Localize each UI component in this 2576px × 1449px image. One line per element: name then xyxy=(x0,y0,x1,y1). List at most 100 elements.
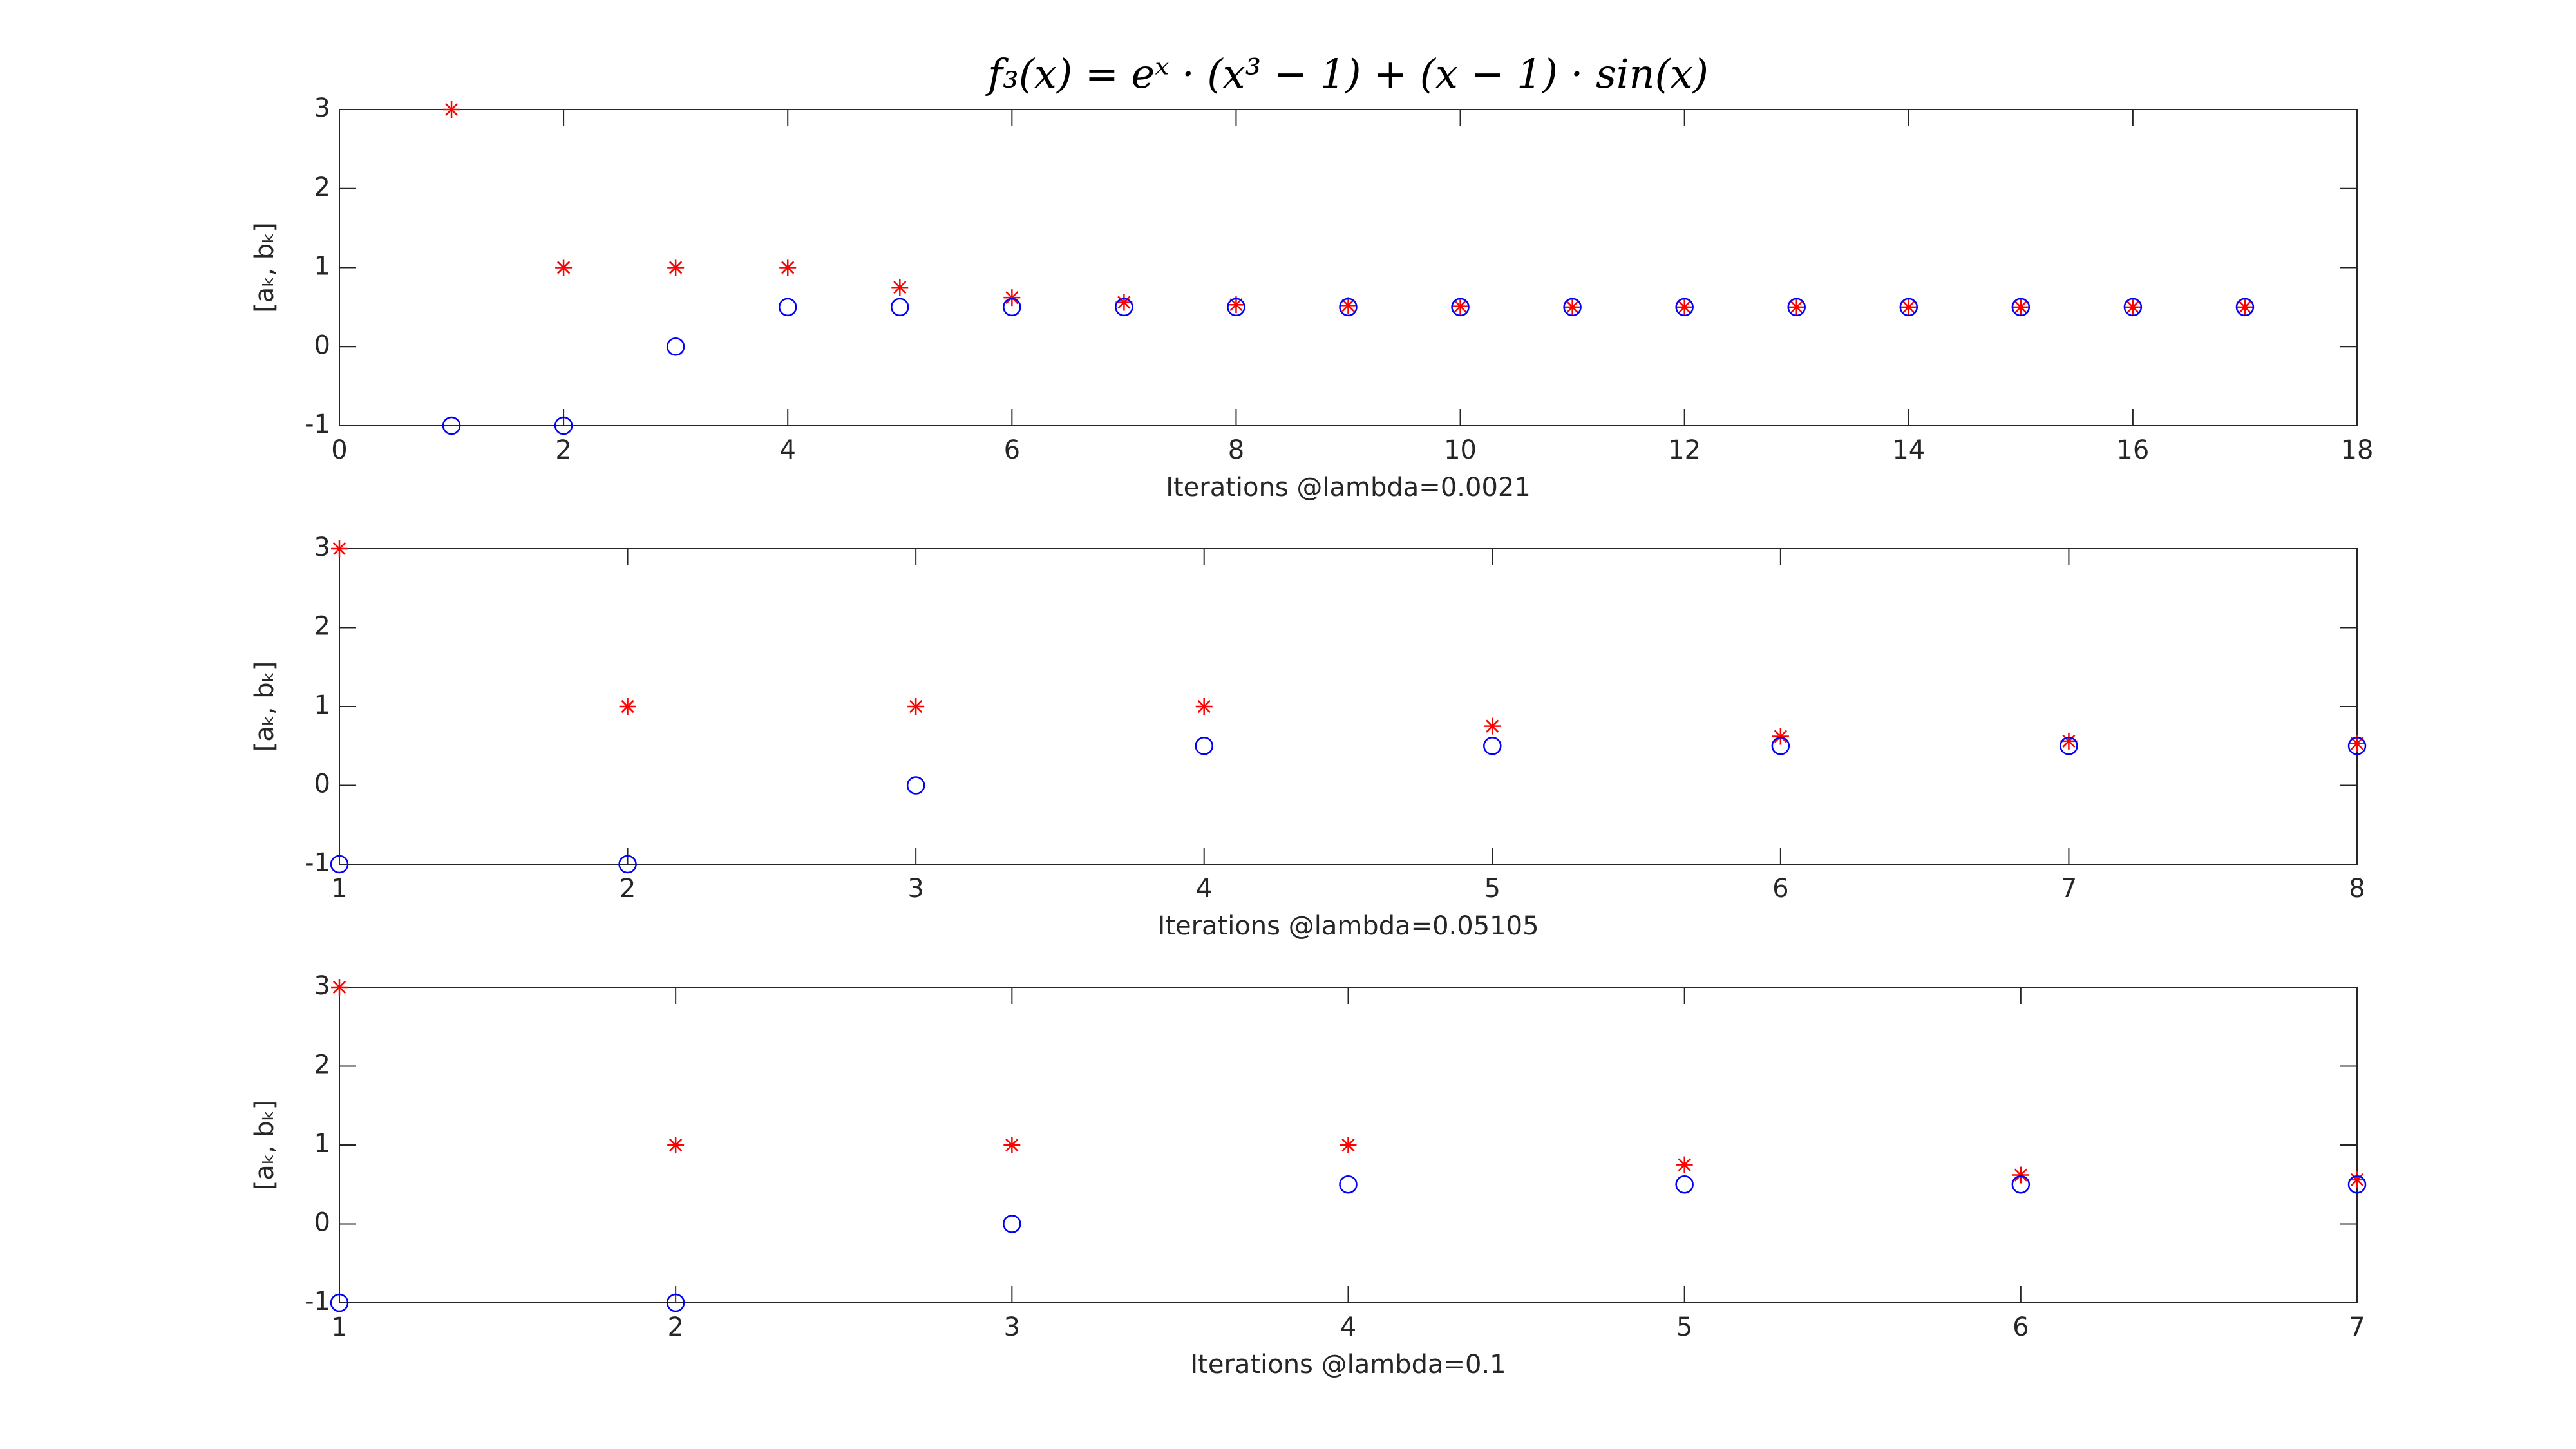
x-tick-label: 0 xyxy=(331,435,347,465)
asterisk-stroke xyxy=(332,542,346,556)
x-tick-label: 1 xyxy=(331,874,347,904)
y-tick-label: 0 xyxy=(314,330,330,360)
asterisk-stroke xyxy=(669,261,683,274)
circle-marker xyxy=(330,855,349,874)
asterisk-stroke xyxy=(1117,296,1131,309)
y-tick-label: -1 xyxy=(305,848,330,878)
chart-title: f₃(x) = eˣ · (x³ − 1) + (x − 1) · sin(x) xyxy=(985,50,1709,97)
circle-marker xyxy=(1563,298,1582,317)
asterisk-stroke xyxy=(781,261,795,274)
asterisk-marker xyxy=(2124,298,2141,316)
asterisk-marker xyxy=(891,279,909,296)
y-tick-label: 3 xyxy=(314,93,330,123)
asterisk-marker xyxy=(2012,298,2029,316)
circle-marker xyxy=(1483,737,1502,755)
x-tick-label: 7 xyxy=(2349,1312,2365,1342)
circle-marker xyxy=(1675,298,1694,317)
asterisk-marker xyxy=(331,540,348,557)
asterisk-stroke xyxy=(1902,300,1915,314)
x-tick-label: 1 xyxy=(331,1312,347,1342)
asterisk-stroke xyxy=(669,1138,683,1152)
circle-marker xyxy=(2060,737,2078,755)
circle-marker xyxy=(1339,1175,1358,1194)
asterisk-marker xyxy=(1788,298,1805,316)
asterisk-marker xyxy=(907,698,925,715)
asterisk-marker xyxy=(1195,698,1213,715)
y-tick-label: 0 xyxy=(314,770,330,799)
asterisk-stroke xyxy=(1678,300,1691,314)
y-tick-label: 1 xyxy=(314,1129,330,1159)
asterisk-marker xyxy=(2236,298,2253,316)
asterisk-marker xyxy=(667,1137,685,1153)
asterisk-stroke xyxy=(1229,298,1243,312)
x-tick-label: 6 xyxy=(1772,874,1788,904)
asterisk-marker xyxy=(443,101,460,118)
x-tick-label: 4 xyxy=(779,435,795,465)
asterisk-stroke xyxy=(557,261,571,274)
x-axis-label: Iterations @lambda=0.1 xyxy=(1190,1350,1506,1379)
circle-marker xyxy=(1899,298,1918,317)
asterisk-stroke xyxy=(2014,1168,2027,1182)
asterisk-marker xyxy=(1564,298,1581,316)
asterisk-marker xyxy=(1340,1137,1357,1153)
asterisk-stroke xyxy=(1774,730,1787,743)
y-axis-label: [aₖ, bₖ] xyxy=(250,1100,279,1191)
circle-marker xyxy=(1227,298,1245,317)
asterisk-marker xyxy=(2060,732,2078,750)
x-tick-label: 8 xyxy=(2349,874,2365,904)
asterisk-stroke xyxy=(1454,299,1467,313)
x-tick-label: 10 xyxy=(1444,435,1477,465)
circle-marker xyxy=(330,1293,349,1312)
asterisk-stroke xyxy=(909,699,923,714)
subplot: 1 2 3 4 5 6 7 8 -1 0 1 2 3 Iterations @lambda=0.05105… xyxy=(250,533,2367,941)
asterisk-marker xyxy=(667,259,685,276)
circle-marker xyxy=(618,855,637,874)
x-tick-label: 8 xyxy=(1228,435,1244,465)
y-tick-label: -1 xyxy=(305,410,330,439)
y-tick-label: -1 xyxy=(305,1287,330,1316)
x-tick-label: 2 xyxy=(667,1312,683,1342)
asterisk-stroke xyxy=(1678,1158,1691,1171)
circle-marker xyxy=(2347,1175,2367,1194)
asterisk-stroke xyxy=(2126,300,2139,314)
x-tick-label: 12 xyxy=(1668,435,1701,465)
x-tick-label: 3 xyxy=(907,874,923,904)
circle-marker xyxy=(1003,1215,1021,1233)
asterisk-marker xyxy=(2012,1166,2029,1184)
asterisk-marker xyxy=(1340,297,1357,314)
asterisk-stroke xyxy=(1341,1138,1355,1152)
asterisk-stroke xyxy=(2350,1173,2364,1186)
asterisk-stroke xyxy=(2062,734,2076,748)
circle-marker xyxy=(1771,737,1790,755)
x-tick-label: 3 xyxy=(1004,1312,1020,1342)
x-tick-label: 5 xyxy=(1676,1312,1692,1342)
circle-marker xyxy=(2011,1175,2031,1194)
asterisk-marker xyxy=(779,259,797,276)
circle-marker xyxy=(666,1293,685,1312)
asterisk-marker xyxy=(1676,298,1693,316)
x-axis-label: Iterations @lambda=0.05105 xyxy=(1157,911,1539,941)
asterisk-marker xyxy=(1115,294,1133,311)
circle-marker xyxy=(1451,298,1470,317)
x-tick-label: 16 xyxy=(2116,435,2149,465)
circle-marker xyxy=(1787,298,1806,317)
circle-marker xyxy=(1195,737,1213,755)
circle-marker xyxy=(666,337,685,356)
axes-box xyxy=(339,548,2358,865)
y-tick-label: 2 xyxy=(314,1050,330,1080)
y-tick-label: 3 xyxy=(314,533,330,562)
asterisk-stroke xyxy=(444,102,459,117)
asterisk-stroke xyxy=(1197,699,1211,714)
circle-marker xyxy=(1115,298,1133,317)
y-axis-label: [aₖ, bₖ] xyxy=(250,661,279,752)
circle-marker xyxy=(2235,298,2255,317)
asterisk-marker xyxy=(331,979,348,996)
x-tick-label: 4 xyxy=(1196,874,1212,904)
y-tick-label: 1 xyxy=(314,690,330,720)
x-tick-label: 2 xyxy=(555,435,571,465)
x-tick-label: 18 xyxy=(2341,435,2374,465)
circle-marker xyxy=(1003,298,1021,317)
x-tick-label: 2 xyxy=(620,874,636,904)
circle-marker xyxy=(2123,298,2143,317)
